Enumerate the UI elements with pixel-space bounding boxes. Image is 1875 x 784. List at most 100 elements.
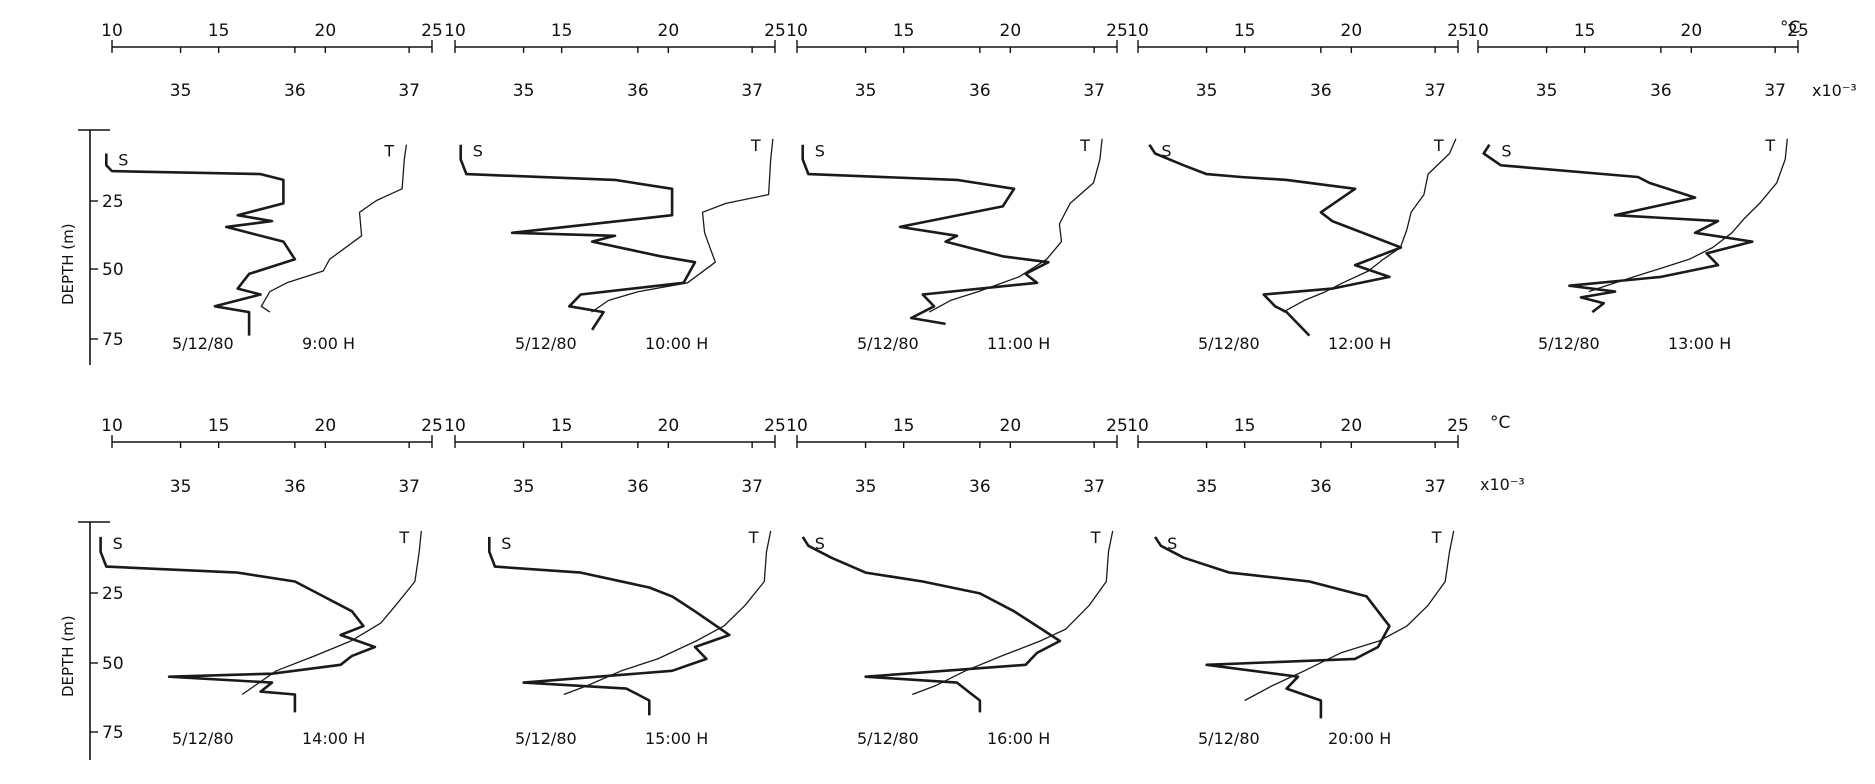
depth-tick-75-row1: 75: [102, 330, 124, 350]
salinity-profile-line: [459, 144, 697, 331]
salinity-tick-label: 37: [741, 81, 763, 101]
temperature-tick-label: 15: [551, 21, 573, 41]
salinity-tick-label: 36: [627, 81, 649, 101]
temperature-curve-label: T: [748, 528, 759, 547]
temperature-tick-label: 15: [208, 416, 230, 436]
salinity-tick-label: 35: [170, 81, 192, 101]
salinity-curve-label: S: [1167, 534, 1177, 553]
temperature-tick-label: 10: [786, 416, 808, 436]
temperature-profile-line: [1282, 138, 1457, 313]
salinity-curve-label: S: [815, 534, 825, 553]
salinity-curve-label: S: [473, 142, 483, 161]
temperature-tick-label: 25: [1447, 416, 1469, 436]
salinity-profile-line: [1154, 536, 1391, 719]
temperature-tick-label: 10: [444, 21, 466, 41]
salinity-tick-label: 36: [969, 81, 991, 101]
salinity-profile-line: [487, 536, 731, 716]
profile-date-label: 5/12/80: [857, 729, 919, 748]
temperature-tick-label: 25: [764, 416, 786, 436]
salinity-tick-label: 37: [741, 477, 763, 497]
temperature-tick-label: 20: [658, 21, 680, 41]
salinity-tick-label: 35: [1196, 81, 1218, 101]
temperature-profile-line: [1588, 138, 1788, 293]
salinity-tick-label: 35: [170, 477, 192, 497]
profile-panel-3: 10 15 20 25 35 36 37 S T 5/12/80 11:00 H: [786, 21, 1128, 353]
temperature-profile-line: [241, 530, 422, 696]
profile-date-label: 5/12/80: [515, 729, 577, 748]
salinity-curve-label: S: [1501, 142, 1511, 161]
salinity-tick-label: 35: [1536, 81, 1558, 101]
salinity-tick-label: 37: [1083, 477, 1105, 497]
temperature-profile-line: [1244, 530, 1455, 702]
temperature-tick-label: 10: [101, 416, 123, 436]
temperature-tick-label: 20: [315, 21, 337, 41]
salinity-tick-label: 36: [284, 477, 306, 497]
temperature-unit-label-row2: °C: [1490, 413, 1510, 433]
depth-axis-row1: 25 50 75 DEPTH (m): [59, 129, 124, 365]
profile-panel-9: 10 15 20 25 35 36 37 S T 5/12/80 20:00 H: [1127, 416, 1469, 748]
temperature-unit-label-row1: °C: [1780, 18, 1800, 38]
temperature-profile-line: [928, 138, 1103, 313]
depth-tick-75-row2: 75: [102, 723, 124, 743]
temperature-profile-line: [911, 530, 1114, 696]
temperature-curve-label: T: [383, 142, 394, 161]
profile-time-label: 12:00 H: [1328, 334, 1391, 353]
salinity-tick-label: 35: [513, 477, 535, 497]
profile-time-label: 16:00 H: [987, 729, 1050, 748]
salinity-unit-label-row1: x10⁻³: [1812, 81, 1857, 100]
depth-tick-50-row2: 50: [102, 654, 124, 674]
profile-time-label: 13:00 H: [1668, 334, 1731, 353]
temperature-tick-label: 15: [893, 21, 915, 41]
temperature-tick-label: 20: [658, 416, 680, 436]
temperature-tick-label: 25: [1447, 21, 1469, 41]
temperature-tick-label: 25: [1787, 21, 1809, 41]
temperature-tick-label: 10: [101, 21, 123, 41]
profile-date-label: 5/12/80: [1198, 729, 1260, 748]
temperature-curve-label: T: [1090, 528, 1101, 547]
profile-time-label: 9:00 H: [302, 334, 355, 353]
temperature-tick-label: 20: [1000, 21, 1022, 41]
profile-time-label: 15:00 H: [645, 729, 708, 748]
profile-panel-1: 10 15 20 25 35 36 37 S T 5/12/80 9:00 H: [101, 21, 443, 353]
depth-axis-row2: 25 50 75 DEPTH (m): [59, 521, 124, 760]
profile-time-label: 10:00 H: [645, 334, 708, 353]
salinity-profile-line: [801, 144, 1050, 326]
salinity-tick-label: 35: [855, 477, 877, 497]
depth-tick-25-row1: 25: [102, 192, 124, 212]
profile-panel-5: 10 15 20 25 35 36 37 S T 5/12/80 13:00 H: [1467, 21, 1809, 353]
salinity-curve-label: S: [815, 142, 825, 161]
temperature-tick-label: 10: [1467, 21, 1489, 41]
salinity-tick-label: 37: [1083, 81, 1105, 101]
profile-date-label: 5/12/80: [1198, 334, 1260, 353]
temperature-tick-label: 10: [1127, 21, 1149, 41]
salinity-tick-label: 37: [1424, 81, 1446, 101]
depth-tick-50-row1: 50: [102, 260, 124, 280]
temperature-tick-label: 15: [1574, 21, 1596, 41]
salinity-tick-label: 36: [1650, 81, 1672, 101]
profile-panel-6: 10 15 20 25 35 36 37 S T 5/12/80 14:00 H: [99, 416, 443, 748]
profile-date-label: 5/12/80: [1538, 334, 1600, 353]
salinity-profile-line: [1148, 143, 1403, 337]
temperature-curve-label: T: [398, 528, 409, 547]
temperature-curve-label: T: [1764, 136, 1775, 155]
profile-panels: 10 15 20 25 35 36 37 S T 5/12/80 9:00 H 10 15 20 25 35 3…: [99, 21, 1809, 748]
salinity-tick-label: 35: [1196, 477, 1218, 497]
temperature-profile-line: [563, 530, 772, 696]
temperature-curve-label: T: [750, 136, 761, 155]
temperature-tick-label: 10: [444, 416, 466, 436]
profile-date-label: 5/12/80: [172, 334, 234, 353]
depth-axis-title-row2: DEPTH (m): [59, 615, 77, 697]
profile-panel-7: 10 15 20 25 35 36 37 S T 5/12/80 15:00 H: [444, 416, 786, 748]
salinity-tick-label: 36: [1310, 477, 1332, 497]
temperature-tick-label: 25: [1106, 416, 1128, 436]
salinity-profile-line: [105, 153, 297, 336]
salinity-curve-label: S: [1161, 142, 1171, 161]
depth-axis-title-row1: DEPTH (m): [59, 223, 77, 305]
temperature-tick-label: 20: [315, 416, 337, 436]
temperature-tick-label: 15: [1234, 21, 1256, 41]
temperature-tick-label: 20: [1000, 416, 1022, 436]
salinity-profile-line: [1482, 143, 1754, 314]
profile-panel-8: 10 15 20 25 35 36 37 S T 5/12/80 16:00 H: [786, 416, 1128, 748]
temperature-tick-label: 15: [208, 21, 230, 41]
profile-date-label: 5/12/80: [515, 334, 577, 353]
